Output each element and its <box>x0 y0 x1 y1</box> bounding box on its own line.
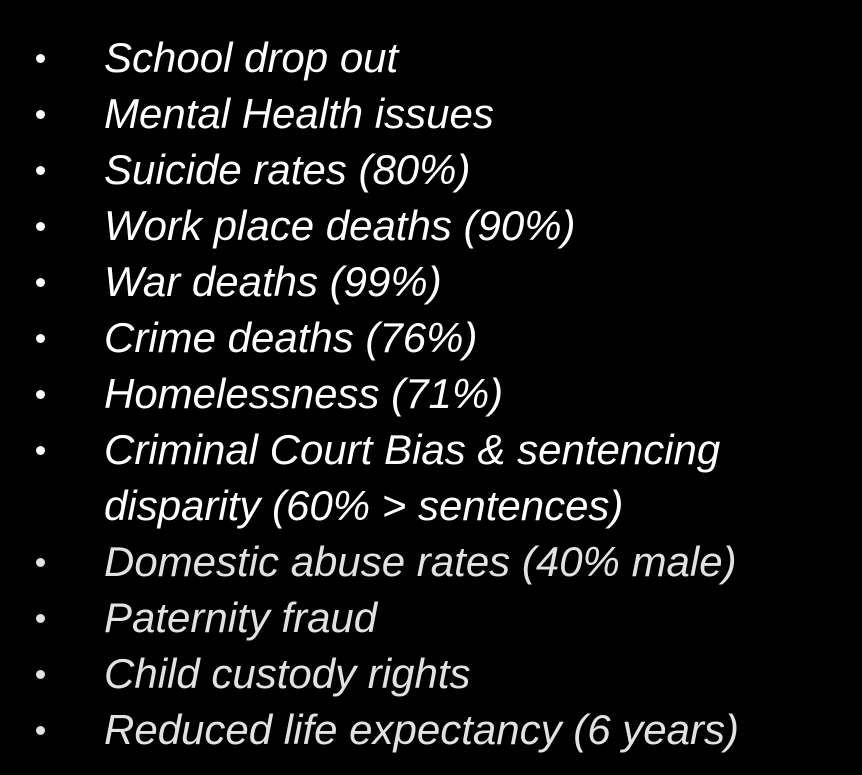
bullet-dot-icon <box>36 446 45 455</box>
bullet-text: Work place deaths (90%) <box>104 202 576 249</box>
bullet-text: Homelessness (71%) <box>104 370 504 417</box>
bullet-item: War deaths (99%) <box>0 254 862 310</box>
bullet-text: Mental Health issues <box>104 90 494 137</box>
bullet-dot-icon <box>36 558 45 567</box>
bullet-text: Child custody rights <box>104 650 471 697</box>
bullet-item: Suicide rates (80%) <box>0 142 862 198</box>
bullet-dot-icon <box>36 670 45 679</box>
bullet-text: School drop out <box>104 34 399 81</box>
bullet-text: War deaths (99%) <box>104 258 442 305</box>
bullet-text: Domestic abuse rates (40% male) <box>104 538 737 585</box>
bullet-text-line-2: disparity (60% > sentences) <box>104 482 624 529</box>
bullet-text-line-1: Criminal Court Bias & sentencing <box>104 426 721 473</box>
bullet-dot-icon <box>36 222 45 231</box>
bullet-item: School drop out <box>0 30 862 86</box>
bullet-dot-icon <box>36 390 45 399</box>
bullet-item: Domestic abuse rates (40% male) <box>0 534 862 590</box>
bullet-dot-icon <box>36 726 45 735</box>
bullet-item: Mental Health issues <box>0 86 862 142</box>
bullet-dot-icon <box>36 334 45 343</box>
bullet-text: Suicide rates (80%) <box>104 146 471 193</box>
bullet-item: Homelessness (71%) <box>0 366 862 422</box>
bullet-dot-icon <box>36 614 45 623</box>
bullet-item: Reduced life expectancy (6 years) <box>0 702 862 758</box>
bullet-list: School drop out Mental Health issues Sui… <box>0 30 862 758</box>
bullet-dot-icon <box>36 166 45 175</box>
bullet-item: Work place deaths (90%) <box>0 198 862 254</box>
bullet-dot-icon <box>36 54 45 63</box>
bullet-item: Criminal Court Bias & sentencing dispari… <box>0 422 862 534</box>
bullet-item: Paternity fraud <box>0 590 862 646</box>
bullet-text: Crime deaths (76%) <box>104 314 478 361</box>
bullet-dot-icon <box>36 278 45 287</box>
bullet-item: Child custody rights <box>0 646 862 702</box>
bullet-item: Crime deaths (76%) <box>0 310 862 366</box>
bullet-dot-icon <box>36 110 45 119</box>
bullet-text: Reduced life expectancy (6 years) <box>104 706 739 753</box>
bullet-text: Paternity fraud <box>104 594 378 641</box>
